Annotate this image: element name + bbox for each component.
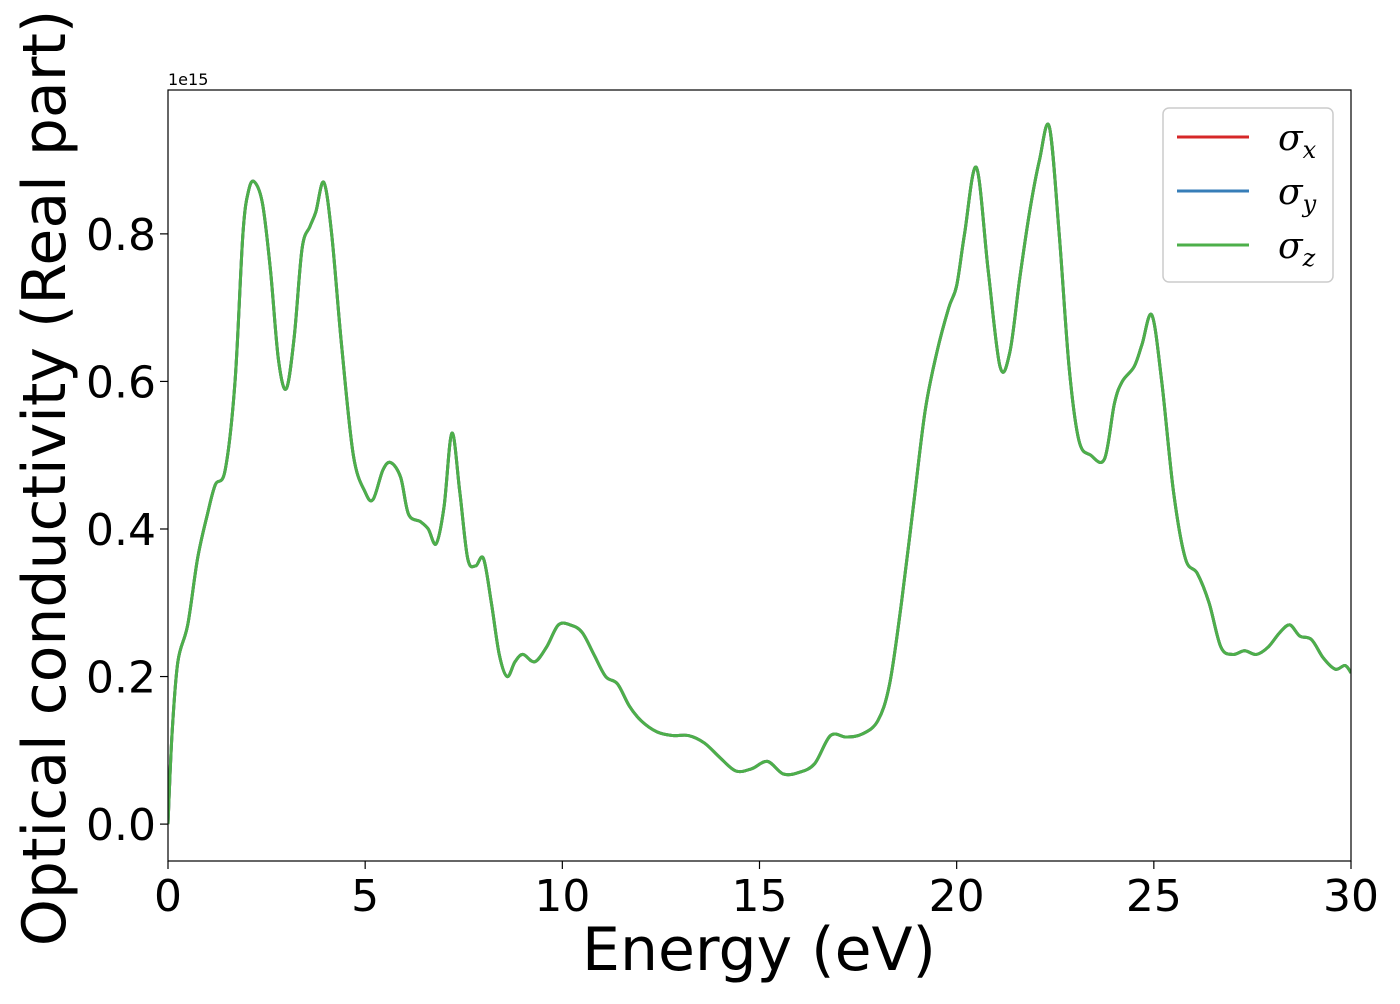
x-tick-label: 25 [1126, 871, 1182, 922]
series-line-z [168, 122, 1351, 825]
x-tick-label: 10 [534, 871, 590, 922]
x-tick-label: 20 [929, 871, 985, 922]
x-tick-label: 5 [351, 871, 379, 922]
x-axis-label: Energy (eV) [582, 915, 936, 985]
legend-label-y: σy [1278, 172, 1317, 218]
y-tick-label: 0.2 [86, 653, 156, 704]
legend-box [1162, 107, 1334, 283]
legend-label-z: σz [1278, 226, 1316, 272]
x-tick-label: 30 [1323, 871, 1379, 922]
x-tick-label: 15 [732, 871, 788, 922]
y-tick-label: 0.4 [86, 505, 156, 556]
x-axis-ticks: 0 5 10 15 20 25 30 [154, 861, 1379, 922]
legend: σx σy σz [1162, 107, 1334, 283]
series-lines [168, 122, 1351, 825]
y-tick-label: 0.0 [86, 800, 156, 851]
x-tick-label: 0 [154, 871, 182, 922]
y-axis-ticks: 0.0 0.2 0.4 0.6 0.8 [86, 210, 168, 851]
y-tick-label: 0.8 [86, 210, 156, 261]
y-offset-label: 1e15 [168, 70, 208, 89]
y-axis-label: Optical conductivity (Real part) [10, 10, 80, 947]
y-tick-label: 0.6 [86, 357, 156, 408]
legend-label-x: σx [1278, 118, 1317, 164]
